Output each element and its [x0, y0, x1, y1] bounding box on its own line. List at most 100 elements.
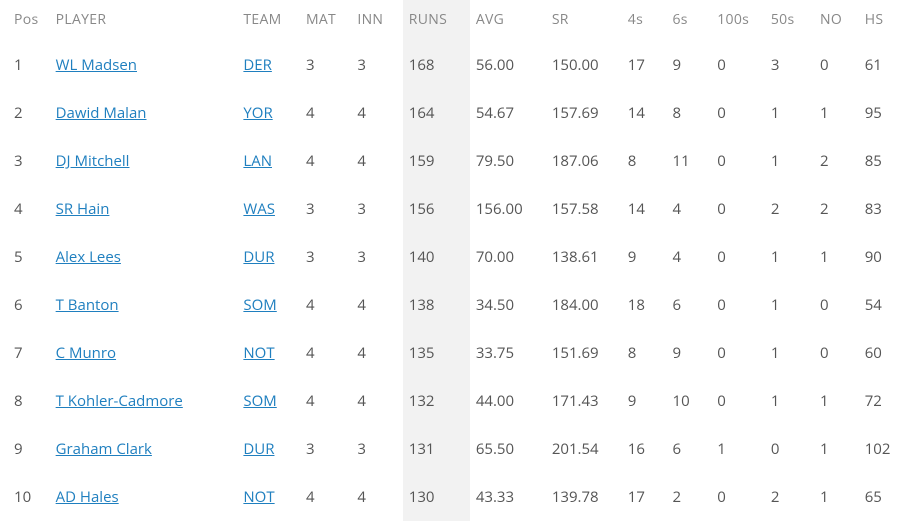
cell-avg: 44.00 [470, 377, 546, 425]
cell-runs: 135 [403, 329, 470, 377]
cell-sixes: 10 [667, 377, 712, 425]
team-link[interactable]: YOR [243, 103, 272, 123]
cell-hundreds: 0 [711, 137, 765, 185]
player-link[interactable]: WL Madsen [56, 55, 137, 75]
team-link[interactable]: DER [243, 55, 271, 75]
cell-mat: 4 [300, 329, 351, 377]
cell-no: 0 [814, 329, 859, 377]
col-header-pos[interactable]: Pos [0, 0, 50, 41]
col-header-inn[interactable]: INN [351, 0, 402, 41]
cell-pos: 9 [0, 425, 50, 473]
cell-sixes: 9 [667, 329, 712, 377]
cell-sixes: 11 [667, 137, 712, 185]
cell-mat: 4 [300, 473, 351, 521]
cell-pos: 5 [0, 233, 50, 281]
cell-mat: 3 [300, 233, 351, 281]
cell-sr: 201.54 [546, 425, 622, 473]
team-link[interactable]: SOM [243, 295, 276, 315]
cell-fifties: 3 [765, 41, 814, 89]
cell-fours: 9 [622, 377, 667, 425]
col-header-team[interactable]: TEAM [237, 0, 300, 41]
cell-hundreds: 0 [711, 41, 765, 89]
cell-fours: 9 [622, 233, 667, 281]
cell-sixes: 6 [667, 425, 712, 473]
cell-fours: 14 [622, 185, 667, 233]
cell-pos: 7 [0, 329, 50, 377]
col-header-player[interactable]: PLAYER [50, 0, 238, 41]
player-link[interactable]: AD Hales [56, 487, 119, 507]
player-link[interactable]: T Kohler-Cadmore [56, 391, 183, 411]
cell-runs: 156 [403, 185, 470, 233]
cell-avg: 79.50 [470, 137, 546, 185]
cell-no: 1 [814, 425, 859, 473]
cell-inn: 3 [351, 425, 402, 473]
cell-pos: 2 [0, 89, 50, 137]
col-header-runs[interactable]: RUNS [403, 0, 470, 41]
col-header-6s[interactable]: 6s [667, 0, 712, 41]
cell-inn: 4 [351, 329, 402, 377]
team-link[interactable]: WAS [243, 199, 275, 219]
cell-hundreds: 0 [711, 329, 765, 377]
col-header-hs[interactable]: HS [859, 0, 908, 41]
cell-fifties: 1 [765, 281, 814, 329]
cell-fours: 8 [622, 329, 667, 377]
cell-hundreds: 0 [711, 233, 765, 281]
cell-fours: 16 [622, 425, 667, 473]
team-link[interactable]: DUR [243, 439, 274, 459]
table-row: 2Dawid MalanYOR4416454.67157.6914801195 [0, 89, 908, 137]
cell-inn: 3 [351, 41, 402, 89]
cell-sixes: 4 [667, 233, 712, 281]
cell-no: 1 [814, 377, 859, 425]
cell-hs: 65 [859, 473, 908, 521]
cell-sixes: 8 [667, 89, 712, 137]
col-header-avg[interactable]: AVG [470, 0, 546, 41]
cell-mat: 3 [300, 41, 351, 89]
player-link[interactable]: Graham Clark [56, 439, 152, 459]
cell-avg: 156.00 [470, 185, 546, 233]
player-link[interactable]: Alex Lees [56, 247, 121, 267]
cell-fifties: 1 [765, 137, 814, 185]
cell-runs: 140 [403, 233, 470, 281]
cell-fifties: 2 [765, 185, 814, 233]
col-header-mat[interactable]: MAT [300, 0, 351, 41]
cell-avg: 43.33 [470, 473, 546, 521]
table-row: 1WL MadsenDER3316856.00150.0017903061 [0, 41, 908, 89]
cell-inn: 4 [351, 281, 402, 329]
player-link[interactable]: C Munro [56, 343, 116, 363]
col-header-50s[interactable]: 50s [765, 0, 814, 41]
col-header-4s[interactable]: 4s [622, 0, 667, 41]
cell-runs: 131 [403, 425, 470, 473]
cell-runs: 130 [403, 473, 470, 521]
team-link[interactable]: NOT [243, 487, 274, 507]
player-link[interactable]: T Banton [56, 295, 119, 315]
team-link[interactable]: LAN [243, 151, 272, 171]
cell-hs: 61 [859, 41, 908, 89]
player-link[interactable]: Dawid Malan [56, 103, 147, 123]
cell-fours: 14 [622, 89, 667, 137]
cell-inn: 3 [351, 233, 402, 281]
cell-pos: 6 [0, 281, 50, 329]
cell-fifties: 0 [765, 425, 814, 473]
cell-runs: 132 [403, 377, 470, 425]
cell-sixes: 2 [667, 473, 712, 521]
cell-pos: 10 [0, 473, 50, 521]
cell-mat: 4 [300, 377, 351, 425]
team-link[interactable]: SOM [243, 391, 276, 411]
player-link[interactable]: SR Hain [56, 199, 110, 219]
cell-sr: 157.69 [546, 89, 622, 137]
team-link[interactable]: NOT [243, 343, 274, 363]
cell-fours: 18 [622, 281, 667, 329]
col-header-100s[interactable]: 100s [711, 0, 765, 41]
cell-fifties: 1 [765, 233, 814, 281]
player-link[interactable]: DJ Mitchell [56, 151, 130, 171]
col-header-sr[interactable]: SR [546, 0, 622, 41]
cell-hs: 72 [859, 377, 908, 425]
cell-no: 1 [814, 89, 859, 137]
table-row: 4SR HainWAS33156156.00157.5814402283 [0, 185, 908, 233]
cell-sr: 139.78 [546, 473, 622, 521]
cell-hundreds: 0 [711, 473, 765, 521]
col-header-no[interactable]: NO [814, 0, 859, 41]
team-link[interactable]: DUR [243, 247, 274, 267]
cell-no: 2 [814, 185, 859, 233]
cell-no: 1 [814, 473, 859, 521]
